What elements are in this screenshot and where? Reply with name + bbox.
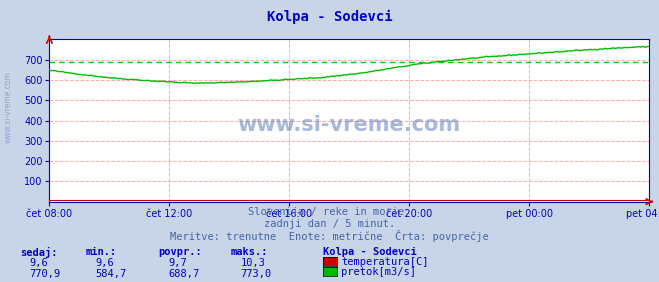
Text: pretok[m3/s]: pretok[m3/s] [341, 267, 416, 277]
Text: Kolpa - Sodevci: Kolpa - Sodevci [323, 247, 416, 257]
Text: 688,7: 688,7 [168, 269, 199, 279]
Text: Kolpa - Sodevci: Kolpa - Sodevci [267, 10, 392, 24]
Text: povpr.:: povpr.: [158, 247, 202, 257]
Text: 584,7: 584,7 [96, 269, 127, 279]
Text: 9,7: 9,7 [168, 258, 186, 268]
Text: 770,9: 770,9 [30, 269, 61, 279]
Text: 10,3: 10,3 [241, 258, 266, 268]
Text: 9,6: 9,6 [96, 258, 114, 268]
Text: 9,6: 9,6 [30, 258, 48, 268]
Text: min.:: min.: [86, 247, 117, 257]
Text: Meritve: trenutne  Enote: metrične  Črta: povprečje: Meritve: trenutne Enote: metrične Črta: … [170, 230, 489, 242]
Text: www.si-vreme.com: www.si-vreme.com [3, 71, 13, 143]
Text: temperatura[C]: temperatura[C] [341, 257, 429, 267]
Text: 773,0: 773,0 [241, 269, 272, 279]
Text: zadnji dan / 5 minut.: zadnji dan / 5 minut. [264, 219, 395, 228]
Text: www.si-vreme.com: www.si-vreme.com [238, 115, 461, 135]
Text: sedaj:: sedaj: [20, 247, 57, 258]
Text: Slovenija / reke in morje.: Slovenija / reke in morje. [248, 207, 411, 217]
Text: maks.:: maks.: [231, 247, 268, 257]
